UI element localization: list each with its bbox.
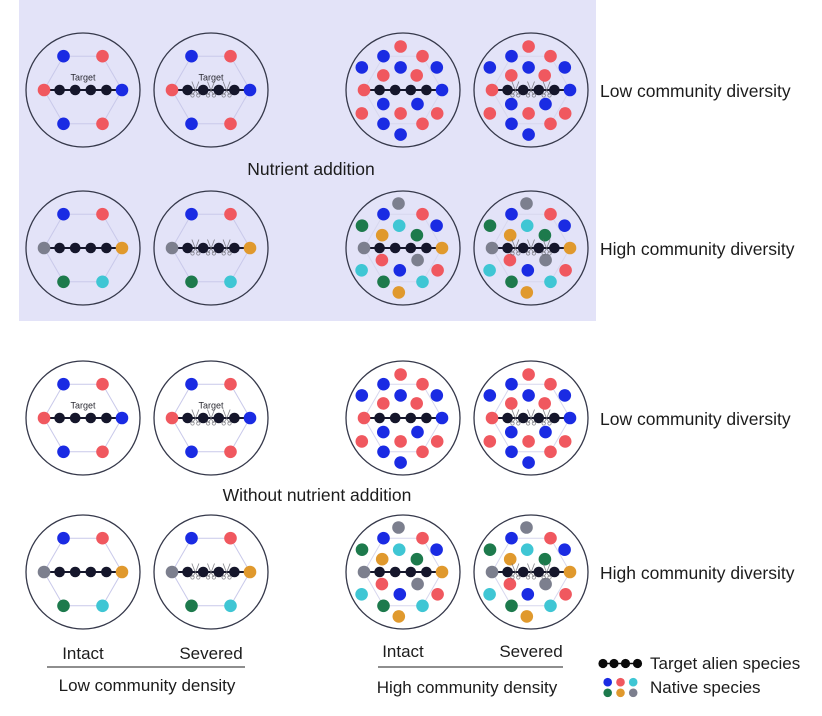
svg-text:High community density: High community density — [377, 678, 558, 697]
svg-text:Intact: Intact — [62, 644, 104, 663]
svg-text:Target: Target — [70, 73, 96, 83]
svg-text:Severed: Severed — [499, 642, 562, 661]
svg-text:Without nutrient addition: Without nutrient addition — [223, 485, 412, 505]
svg-text:Low community diversity: Low community diversity — [600, 81, 791, 101]
svg-text:Intact: Intact — [382, 642, 424, 661]
svg-text:High community diversity: High community diversity — [600, 239, 795, 259]
svg-text:Target: Target — [198, 401, 224, 411]
svg-text:Target: Target — [70, 401, 96, 411]
svg-text:Low community density: Low community density — [59, 676, 236, 695]
svg-text:Target alien species: Target alien species — [650, 654, 800, 673]
svg-text:Low community diversity: Low community diversity — [600, 409, 791, 429]
svg-text:Nutrient addition: Nutrient addition — [247, 159, 374, 179]
svg-text:Native species: Native species — [650, 678, 761, 697]
svg-text:Target: Target — [198, 73, 224, 83]
svg-text:Severed: Severed — [179, 644, 242, 663]
svg-text:High community diversity: High community diversity — [600, 563, 795, 583]
